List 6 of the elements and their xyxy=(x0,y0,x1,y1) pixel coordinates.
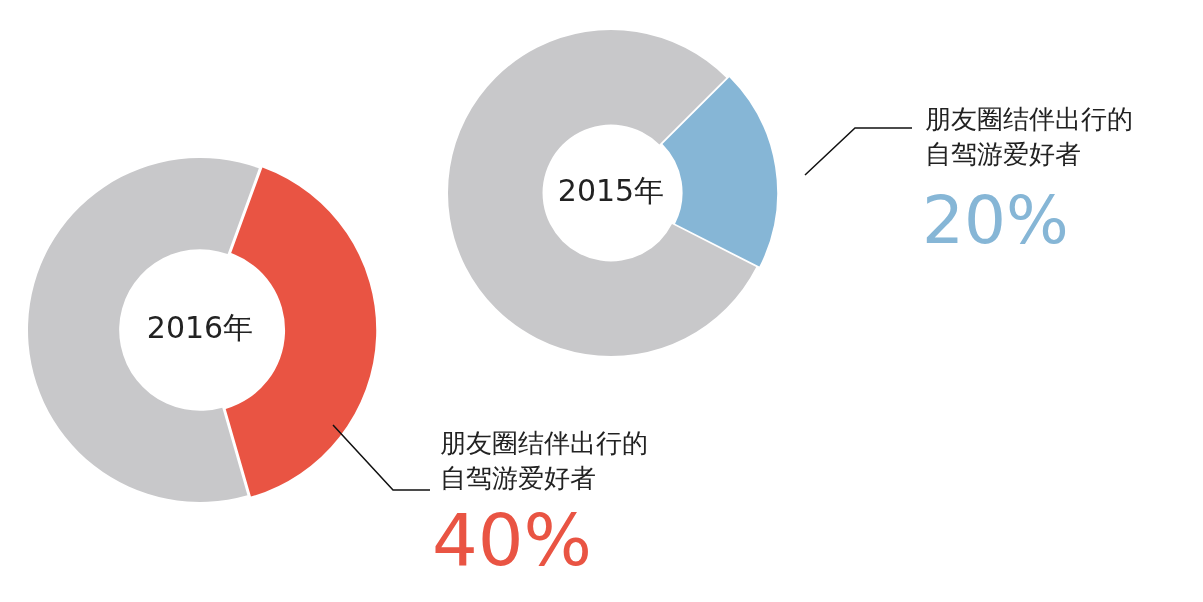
text: 2015年 xyxy=(557,172,665,208)
slice-label: 朋友圈结伴出行的自驾游爱好者 xyxy=(925,104,1133,169)
slice-label: 朋友圈结伴出行的自驾游爱好者 xyxy=(440,428,648,493)
text: 2016年 xyxy=(146,309,254,345)
data-label: 20% xyxy=(922,182,1069,259)
data-label: 40% xyxy=(432,498,593,582)
